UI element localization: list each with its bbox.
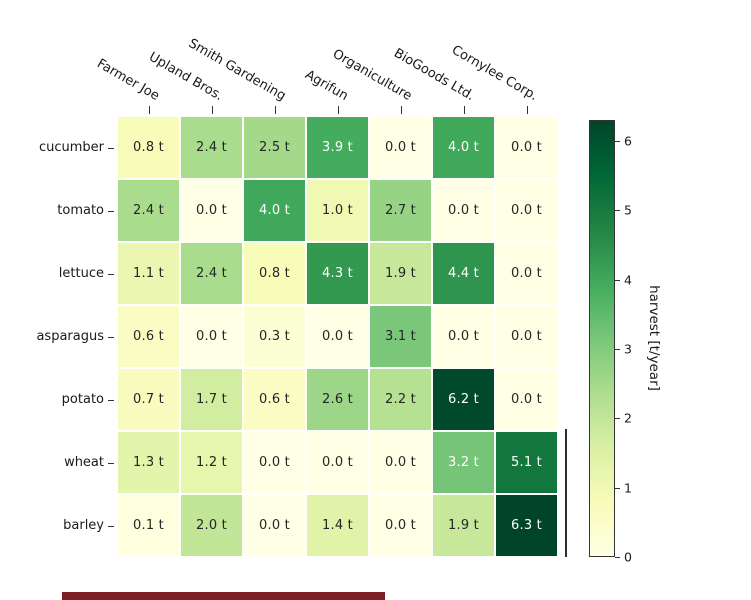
heatmap-cell: 0.0 t: [243, 494, 306, 557]
heatmap-cell: 0.0 t: [243, 431, 306, 494]
heatmap-cell: 3.1 t: [369, 305, 432, 368]
heatmap-cell: 4.4 t: [432, 242, 495, 305]
colorbar-tick: [615, 557, 620, 558]
row-tick: [108, 273, 114, 275]
heatmap-cell: 1.0 t: [306, 179, 369, 242]
heatmap-cell: 0.3 t: [243, 305, 306, 368]
heatmap-cell: 0.0 t: [180, 305, 243, 368]
row-label: tomato: [57, 203, 104, 218]
colorbar-tick-label: 5: [624, 202, 632, 218]
heatmap-cell: 2.7 t: [369, 179, 432, 242]
heatmap-cell: 1.1 t: [117, 242, 180, 305]
heatmap-cell: 1.9 t: [369, 242, 432, 305]
colorbar-tick-label: 0: [624, 549, 632, 565]
heatmap-cell: 0.0 t: [432, 305, 495, 368]
heatmap-cell: 2.6 t: [306, 368, 369, 431]
colorbar-tick: [615, 140, 620, 142]
column-tick: [274, 106, 276, 114]
heatmap-cell: 6.3 t: [495, 494, 558, 557]
colorbar-tick-label: 2: [624, 410, 632, 426]
column-label: Agrifun: [302, 67, 351, 104]
heatmap-cell: 1.2 t: [180, 431, 243, 494]
row-label: barley: [63, 518, 104, 533]
colorbar-tick: [615, 279, 620, 281]
colorbar-tick-label: 1: [624, 480, 632, 496]
heatmap-cell: 0.0 t: [495, 368, 558, 431]
heatmap-cell: 0.1 t: [117, 494, 180, 557]
colorbar-tick-label: 3: [624, 341, 632, 357]
heatmap-cell: 1.4 t: [306, 494, 369, 557]
row-label: lettuce: [58, 266, 104, 281]
heatmap-cell: 0.0 t: [369, 431, 432, 494]
heatmap-cell: 0.0 t: [495, 116, 558, 179]
heatmap-cell: 4.3 t: [306, 242, 369, 305]
heatmap-cell: 0.8 t: [117, 116, 180, 179]
heatmap-cell: 2.2 t: [369, 368, 432, 431]
row-label: asparagus: [36, 329, 104, 344]
column-tick: [148, 106, 150, 114]
heatmap-cell: 0.6 t: [243, 368, 306, 431]
heatmap-cell: 0.0 t: [495, 305, 558, 368]
heatmap-cell: 3.9 t: [306, 116, 369, 179]
column-tick: [337, 106, 339, 114]
heatmap-cell: 2.4 t: [180, 242, 243, 305]
bottom-strip: [62, 592, 385, 600]
colorbar-tick: [615, 487, 620, 489]
axis-spine-line: [565, 429, 567, 557]
heatmap-cell: 0.0 t: [369, 494, 432, 557]
heatmap-cell: 2.5 t: [243, 116, 306, 179]
colorbar-tick-label: 4: [624, 272, 632, 288]
heatmap-cell: 3.2 t: [432, 431, 495, 494]
colorbar-gradient: [589, 120, 615, 557]
row-tick: [108, 399, 114, 401]
heatmap-cell: 0.0 t: [369, 116, 432, 179]
heatmap-cell: 5.1 t: [495, 431, 558, 494]
colorbar-tick-label: 6: [624, 133, 632, 149]
heatmap-cell: 4.0 t: [432, 116, 495, 179]
heatmap-cell: 1.3 t: [117, 431, 180, 494]
heatmap-cell: 2.0 t: [180, 494, 243, 557]
heatmap-cell: 1.9 t: [432, 494, 495, 557]
column-tick: [463, 106, 465, 114]
heatmap-cell: 0.0 t: [306, 305, 369, 368]
heatmap-cell: 0.6 t: [117, 305, 180, 368]
heatmap-cell: 2.4 t: [117, 179, 180, 242]
colorbar-label: harvest [t/year]: [646, 285, 662, 391]
row-tick: [108, 462, 114, 464]
row-tick: [108, 336, 114, 338]
column-tick: [211, 106, 213, 114]
row-tick: [108, 210, 114, 212]
colorbar-tick: [615, 348, 620, 350]
column-tick: [400, 106, 402, 114]
heatmap-cell: 0.0 t: [495, 179, 558, 242]
row-label: wheat: [64, 455, 104, 470]
heatmap-cell: 0.0 t: [180, 179, 243, 242]
heatmap-cell: 2.4 t: [180, 116, 243, 179]
row-tick: [108, 147, 114, 149]
column-tick: [526, 106, 528, 114]
heatmap-cell: 0.8 t: [243, 242, 306, 305]
heatmap-cell: 0.0 t: [495, 242, 558, 305]
row-label: cucumber: [38, 140, 104, 155]
colorbar-tick: [615, 210, 620, 212]
heatmap-cell: 0.7 t: [117, 368, 180, 431]
row-tick: [108, 525, 114, 527]
heatmap-cell: 0.0 t: [432, 179, 495, 242]
heatmap-grid: 0.8 t 2.4 t 2.5 t 3.9 t 0.0 t 4.0 t 0.0 t 2.4 t…: [117, 116, 558, 557]
colorbar-tick: [615, 418, 620, 420]
heatmap-cell: 1.7 t: [180, 368, 243, 431]
heatmap-cell: 6.2 t: [432, 368, 495, 431]
heatmap-cell: 0.0 t: [306, 431, 369, 494]
row-label: potato: [61, 392, 104, 407]
heatmap-cell: 4.0 t: [243, 179, 306, 242]
